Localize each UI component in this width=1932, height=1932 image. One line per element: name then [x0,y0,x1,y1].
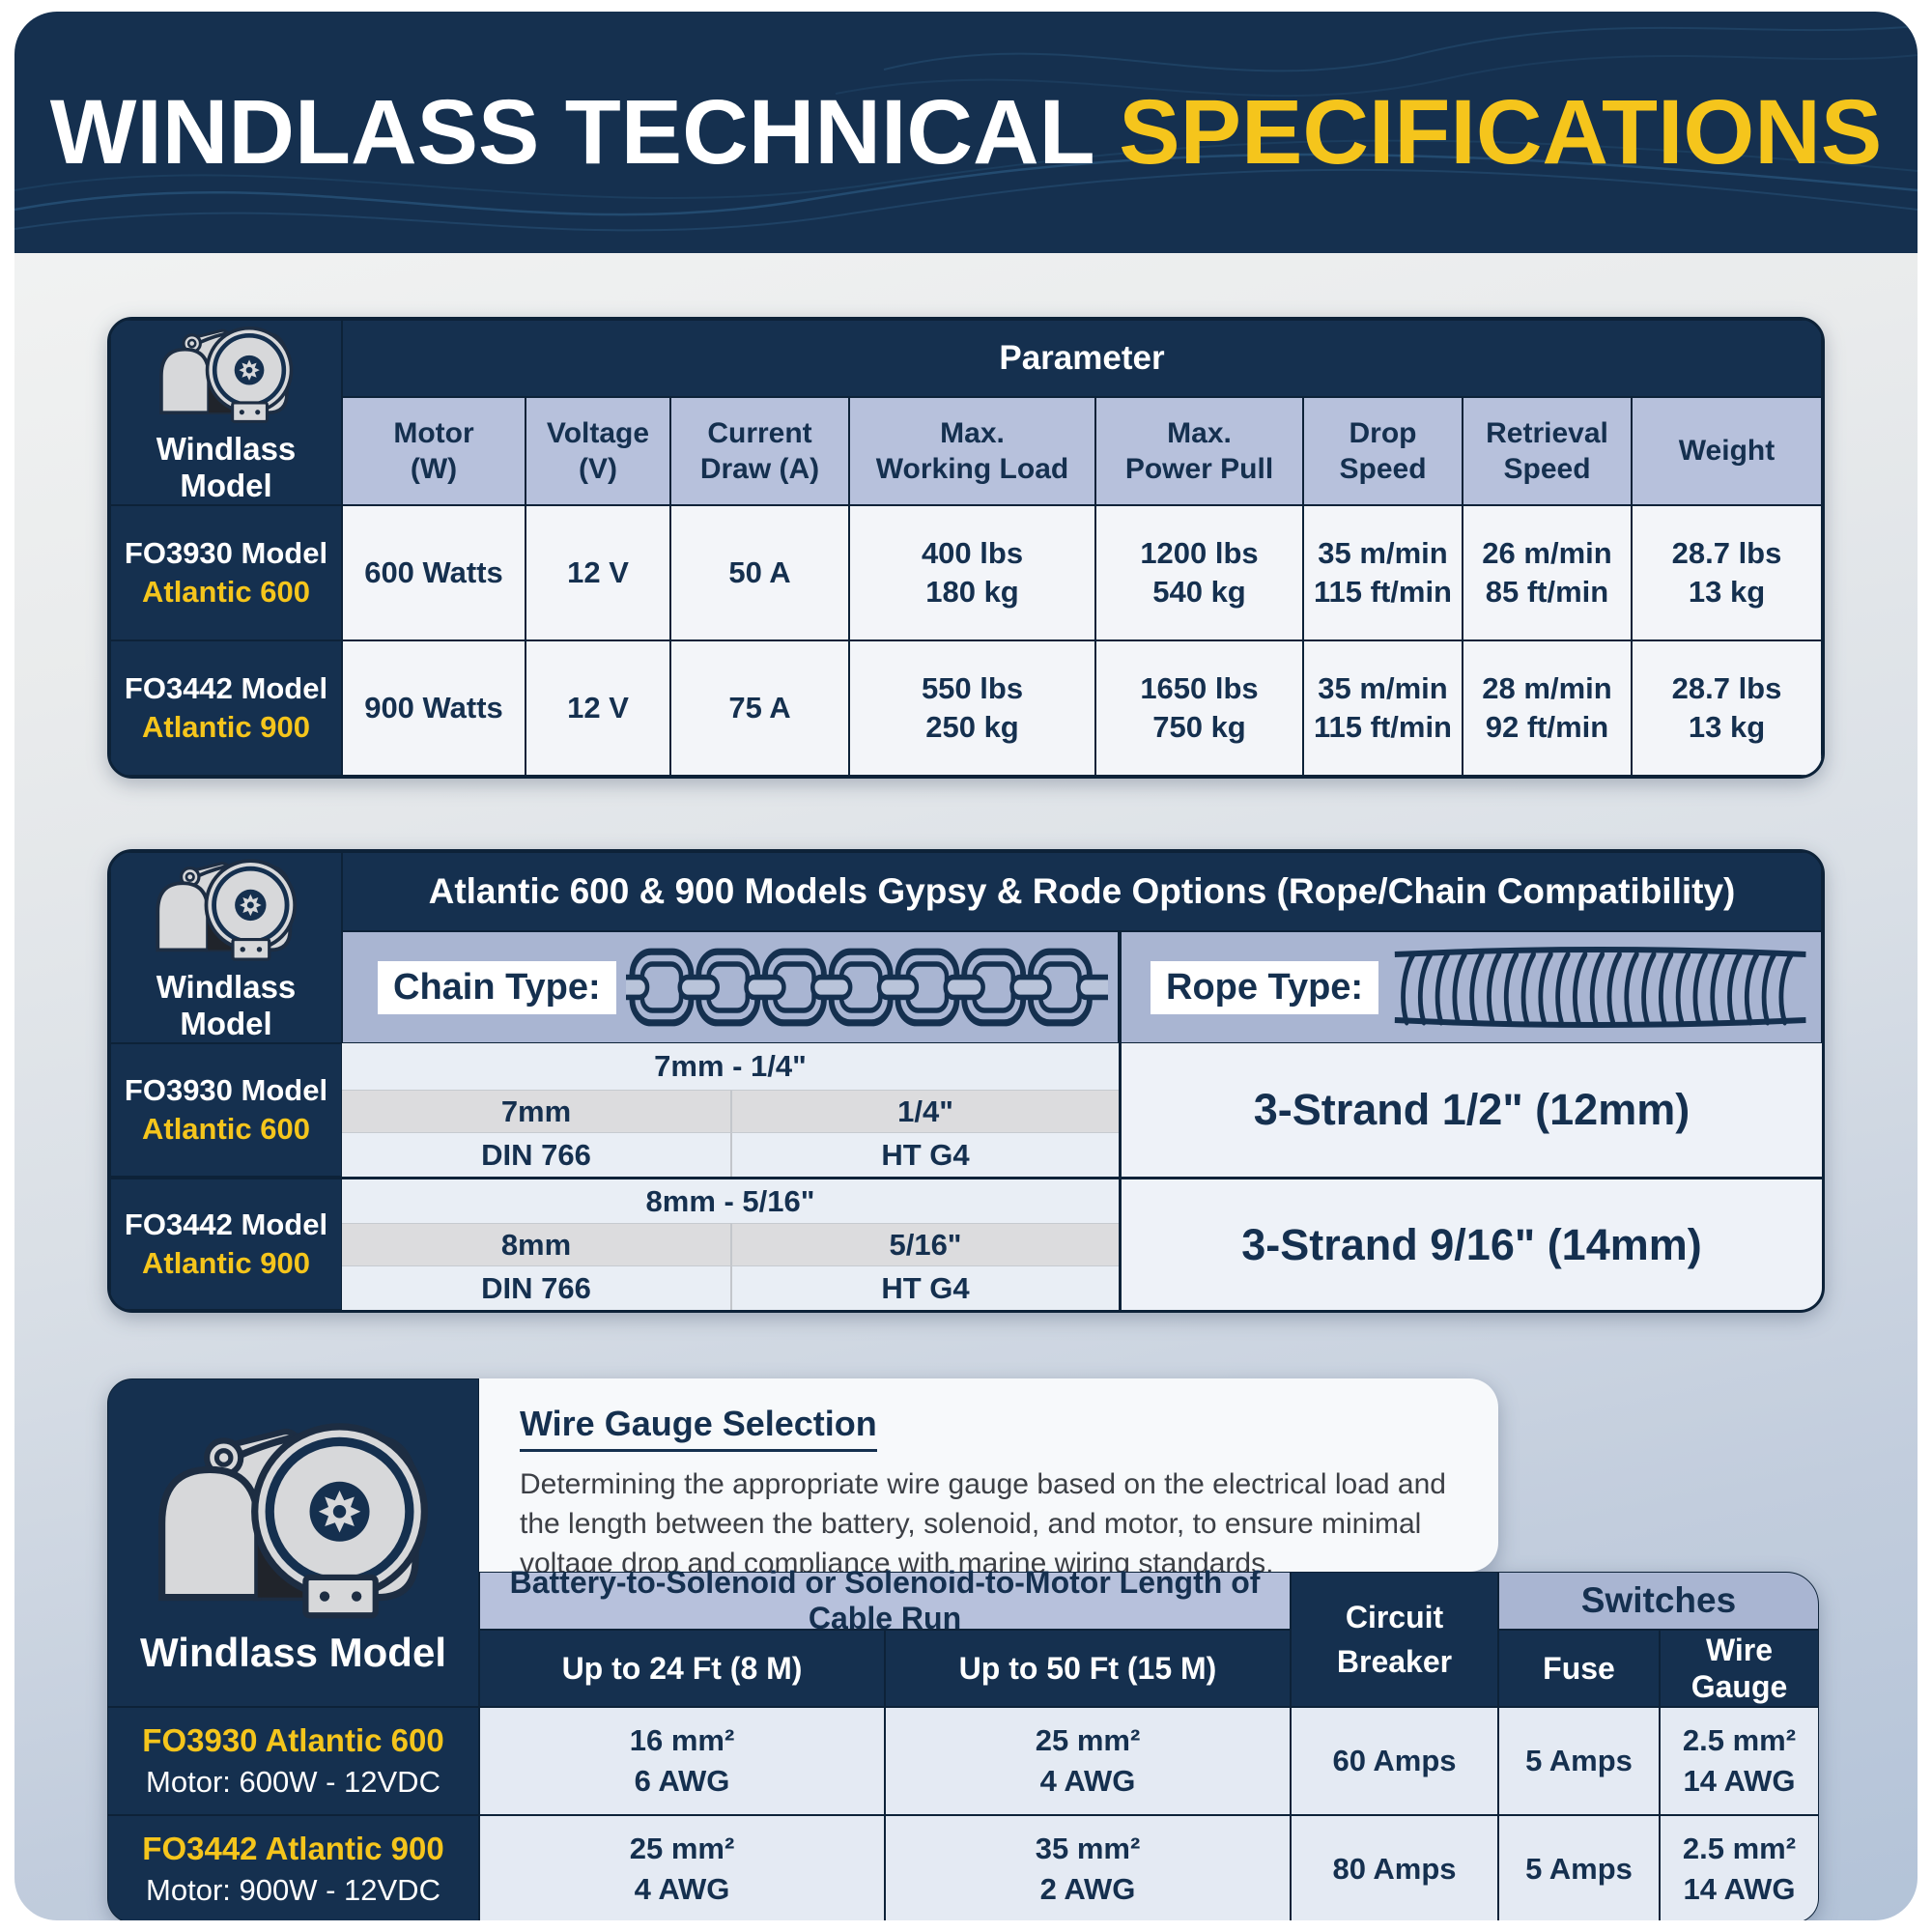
model-cell-fo3930: FO3930 Atlantic 600 Motor: 600W - 12VDC [107,1707,479,1815]
table-cell: 28.7 lbs 13 kg [1632,505,1822,640]
table-cell: 35 m/min 115 ft/min [1303,505,1463,640]
chain-standard-cell: HT G4 [730,1133,1119,1177]
table-cell: 80 Amps [1291,1815,1498,1920]
chain-links-icon [626,941,1108,1034]
circuit-breaker-header: Circuit Breaker [1291,1572,1498,1707]
table-cell: 1650 lbs 750 kg [1095,640,1303,776]
table-cell: 1200 lbs 540 kg [1095,505,1303,640]
rope-strands-icon [1388,941,1811,1034]
chain-metric-cell: 7mm [342,1090,730,1133]
corner-label: Windlass Model [156,969,297,1041]
rope-type-band: Rope Type: [1119,931,1822,1043]
column-header-power-pull: Max. Power Pull [1095,397,1303,505]
chain-standard-cell: DIN 766 [342,1266,730,1310]
windlass-icon [128,321,326,427]
table-cell: 5 Amps [1498,1707,1660,1815]
model-cell-fo3930: FO3930 Model Atlantic 600 [110,1043,342,1177]
chain-imperial-cell: 5/16" [730,1223,1119,1266]
column-header-current: Current Draw (A) [670,397,849,505]
wire-table: Windlass Model Wire Gauge Selection Dete… [107,1378,1825,1920]
column-header-24ft: Up to 24 Ft (8 M) [479,1630,885,1707]
page-title: WINDLASS TECHNICAL SPECIFICATIONS [50,80,1883,185]
wire-corner-cell: Windlass Model [107,1378,479,1707]
rode-table-title: Atlantic 600 & 900 Models Gypsy & Rode O… [342,852,1822,931]
model-cell-fo3442: FO3442 Model Atlantic 900 [110,640,342,776]
column-header-retrieval-speed: Retrieval Speed [1463,397,1632,505]
table-cell: 75 A [670,640,849,776]
chain-range-cell: 8mm - 5/16" [342,1177,1119,1223]
switches-header: Switches [1498,1572,1819,1630]
table-cell: 2.5 mm² 14 AWG [1660,1707,1819,1815]
table-cell: 35 m/min 115 ft/min [1303,640,1463,776]
table-cell: 400 lbs 180 kg [849,505,1095,640]
chain-metric-cell: 8mm [342,1223,730,1266]
column-header-drop-speed: Drop Speed [1303,397,1463,505]
parameter-group-header: Parameter [342,320,1822,397]
table-cell: 25 mm² 4 AWG [885,1707,1291,1815]
table-cell: 600 Watts [342,505,526,640]
rode-corner-cell: Windlass Model [110,852,342,1043]
wave-pattern-decoration [14,25,1918,232]
chain-type-band: Chain Type: [342,931,1119,1043]
column-header-weight: Weight [1632,397,1822,505]
spec-table: Windlass Model Parameter Motor (W) Voltag… [107,317,1825,779]
windlass-icon [128,853,326,965]
rope-spec-cell: 3-Strand 1/2" (12mm) [1119,1043,1822,1177]
page-title-white: WINDLASS TECHNICAL [49,80,1094,184]
table-cell: 26 m/min 85 ft/min [1463,505,1632,640]
column-header-50ft: Up to 50 Ft (15 M) [885,1630,1291,1707]
rode-table: Windlass Model Atlantic 600 & 900 Models… [107,849,1825,1313]
table-cell: 60 Amps [1291,1707,1498,1815]
rope-type-label: Rope Type: [1151,960,1379,1014]
table-cell: 12 V [526,640,670,776]
table-cell: 28 m/min 92 ft/min [1463,640,1632,776]
column-header-working-load: Max. Working Load [849,397,1095,505]
chain-type-label: Chain Type: [378,960,616,1014]
table-cell: 16 mm² 6 AWG [479,1707,885,1815]
model-cell-fo3930: FO3930 Model Atlantic 600 [110,505,342,640]
table-cell: 12 V [526,505,670,640]
model-cell-fo3442: FO3442 Model Atlantic 900 [110,1177,342,1310]
table-cell: 50 A [670,505,849,640]
table-cell: 5 Amps [1498,1815,1660,1920]
chain-range-cell: 7mm - 1/4" [342,1043,1119,1090]
chain-standard-cell: DIN 766 [342,1133,730,1177]
chain-standard-cell: HT G4 [730,1266,1119,1310]
chain-imperial-cell: 1/4" [730,1090,1119,1133]
cable-run-header: Battery-to-Solenoid or Solenoid-to-Motor… [479,1565,1291,1635]
wire-gauge-info-box: Wire Gauge Selection Determining the app… [479,1378,1498,1579]
header-banner: WINDLASS TECHNICAL SPECIFICATIONS [14,12,1918,253]
table-cell: 550 lbs 250 kg [849,640,1095,776]
column-header-voltage: Voltage (V) [526,397,670,505]
info-title: Wire Gauge Selection [520,1404,877,1452]
infographic-card: WINDLASS TECHNICAL SPECIFICATIONS Windla… [14,12,1918,1920]
column-header-wire-gauge: Wire Gauge [1660,1630,1819,1707]
page-title-yellow: SPECIFICATIONS [1119,80,1883,184]
table-cell: 900 Watts [342,640,526,776]
column-header-motor: Motor (W) [342,397,526,505]
corner-label: Windlass Model [140,1629,446,1675]
spec-corner-cell: Windlass Model [110,320,342,505]
table-cell: 25 mm² 4 AWG [479,1815,885,1920]
content-area: Windlass Model Parameter Motor (W) Voltag… [14,253,1918,1920]
windlass-icon [144,1410,443,1628]
column-header-fuse: Fuse [1498,1630,1660,1707]
model-cell-fo3442: FO3442 Atlantic 900 Motor: 900W - 12VDC [107,1815,479,1920]
rope-spec-cell: 3-Strand 9/16" (14mm) [1119,1177,1822,1310]
table-cell: 2.5 mm² 14 AWG [1660,1815,1819,1920]
corner-label: Windlass Model [156,431,297,503]
table-cell: 28.7 lbs 13 kg [1632,640,1822,776]
table-cell: 35 mm² 2 AWG [885,1815,1291,1920]
